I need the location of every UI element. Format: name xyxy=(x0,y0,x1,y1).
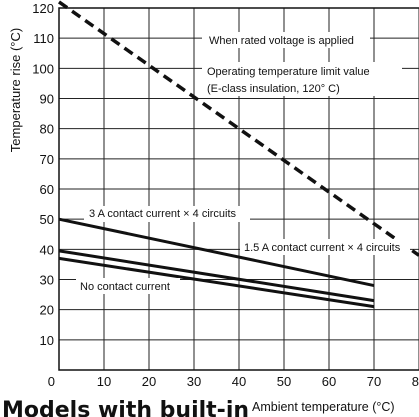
x-tick-label: 10 xyxy=(97,374,111,389)
annotation-1-5a: 1.5 A contact current × 4 circuits xyxy=(244,242,401,254)
x-axis-ticks: 0 10 20 30 40 50 60 70 80 xyxy=(48,374,419,389)
y-tick-label: 30 xyxy=(40,273,54,288)
annotation-limit-value: Operating temperature limit value xyxy=(207,66,370,78)
annotation-rated-voltage: When rated voltage is applied xyxy=(209,35,354,47)
y-tick-label: 40 xyxy=(40,242,54,257)
x-tick-label: 40 xyxy=(232,374,246,389)
series-line-0 xyxy=(57,0,419,257)
y-axis-ticks: 10 20 30 40 50 60 70 80 90 100 110 120 xyxy=(32,1,54,348)
x-tick-label: 80 xyxy=(412,374,419,389)
x-tick-label: 70 xyxy=(367,374,381,389)
annotation-rated-voltage-bg xyxy=(202,32,370,48)
series-lines xyxy=(57,0,419,309)
annotation-3a-bg xyxy=(84,206,250,222)
annotation-3a: 3 A contact current × 4 circuits xyxy=(89,208,237,220)
annotation-no-current: No contact current xyxy=(80,281,170,293)
y-tick-label: 70 xyxy=(40,152,54,167)
y-tick-label: 20 xyxy=(40,303,54,318)
y-tick-label: 10 xyxy=(40,333,54,348)
bottom-caption: Models with built-in diode xyxy=(2,398,250,417)
y-tick-label: 50 xyxy=(40,212,54,227)
y-tick-label: 80 xyxy=(40,122,54,137)
series-line-3 xyxy=(58,256,375,309)
annotation-limit-value-bg xyxy=(202,62,402,96)
x-axis-label: Ambient temperature (°C) xyxy=(252,400,395,414)
series-line-1 xyxy=(58,217,375,288)
y-tick-label: 100 xyxy=(32,61,54,76)
x-tick-label: 0 xyxy=(48,374,55,389)
annotation-1-5a-bg xyxy=(240,239,410,255)
y-tick-label: 120 xyxy=(32,1,54,16)
y-tick-label: 110 xyxy=(33,31,54,46)
x-tick-label: 30 xyxy=(187,374,201,389)
plot-frame xyxy=(58,7,419,371)
x-tick-label: 60 xyxy=(322,374,336,389)
y-axis-label: Temperature rise (°C) xyxy=(8,28,23,152)
series-line-2 xyxy=(58,249,375,303)
annotations: When rated voltage is applied Operating … xyxy=(76,32,410,294)
x-tick-label: 20 xyxy=(142,374,156,389)
y-tick-label: 90 xyxy=(40,92,54,107)
x-tick-label: 50 xyxy=(277,374,291,389)
annotation-limit-value-detail: (E-class insulation, 120° C) xyxy=(207,83,340,95)
annotation-no-current-bg xyxy=(76,278,180,294)
y-tick-label: 60 xyxy=(40,182,54,197)
